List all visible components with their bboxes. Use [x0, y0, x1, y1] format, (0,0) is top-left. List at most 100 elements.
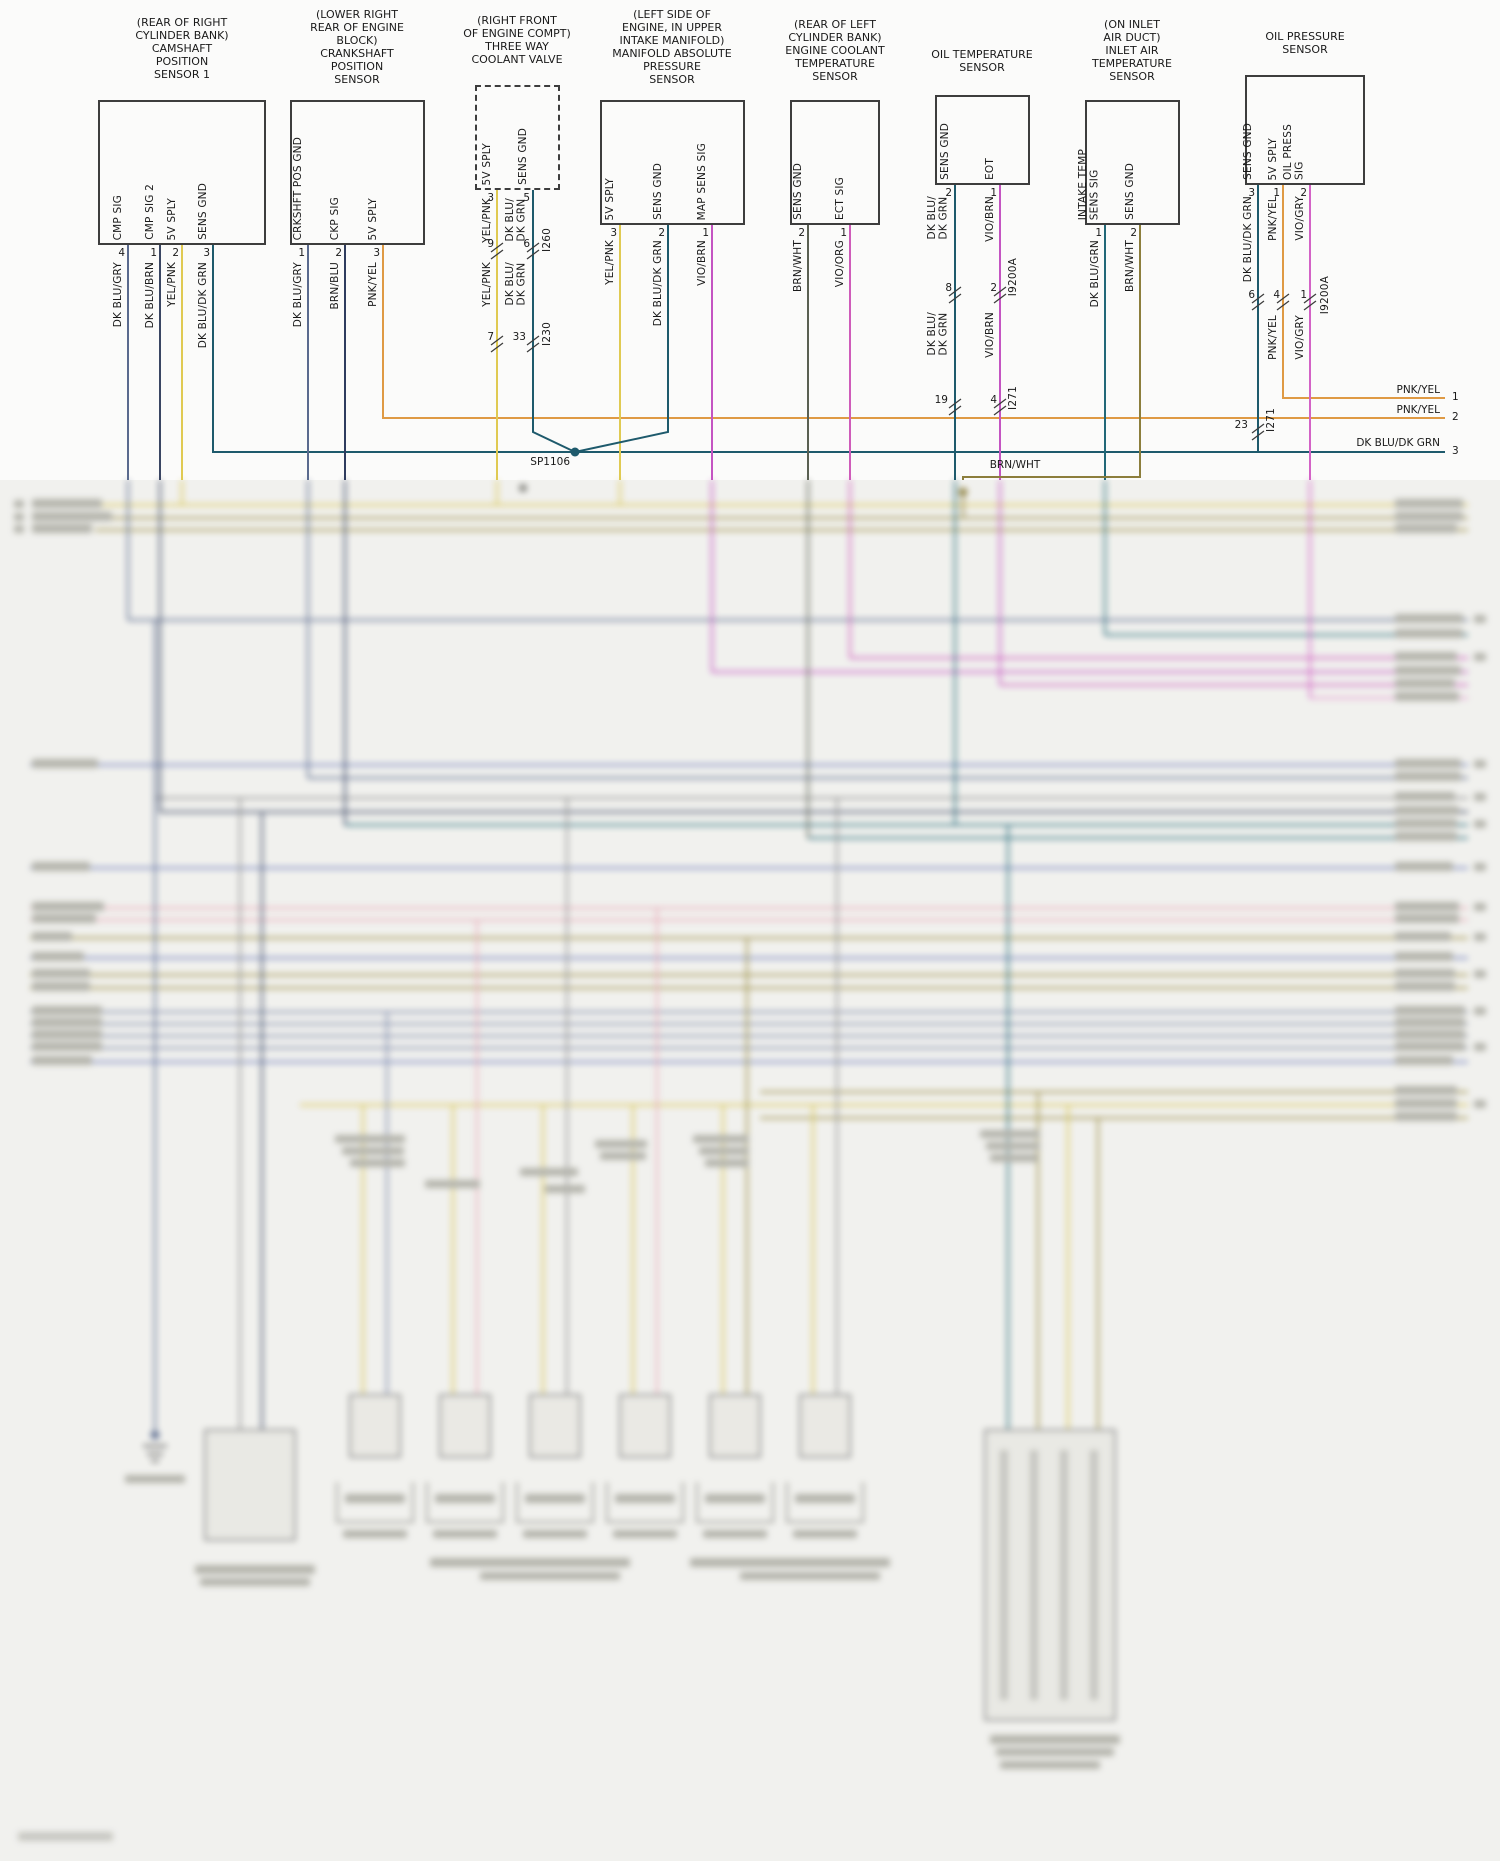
- wire-iat-gnd: [962, 225, 1141, 480]
- i9200a-op-pin-2: 1: [1300, 289, 1307, 301]
- oilpress-wirecolor-1b: PNK/YEL: [1267, 315, 1279, 360]
- iat-signal-1: SENS GND: [1124, 163, 1136, 220]
- splice-sp1106-label: SP1106: [530, 456, 570, 468]
- i260-pin-0: 9: [487, 238, 494, 250]
- oiltemp-wirecolor-0b: DK BLU/ DK GRN: [926, 312, 950, 356]
- oiltemp-wirecolor-0: DK BLU/ DK GRN: [926, 196, 950, 240]
- offpage-row-3: 3: [1452, 445, 1459, 457]
- connector-i9200a-op-label: I9200A: [1319, 276, 1331, 315]
- iat-sensor-title: (ON INLET AIR DUCT) INLET AIR TEMPERATUR…: [1092, 18, 1172, 83]
- i9200a-ot-pin-1: 2: [990, 282, 997, 294]
- cmp-wirecolor-3: DK BLU/DK GRN: [197, 262, 209, 349]
- oilpress-signal-2: OIL PRESS SIG: [1282, 124, 1306, 180]
- coolant-valve-title: (RIGHT FRONT OF ENGINE COMPT) THREE WAY …: [463, 14, 571, 66]
- oilpress-wirecolor-2b: VIO/GRY: [1294, 315, 1306, 360]
- valve-wirecolor-0b: YEL/PNK: [481, 262, 493, 307]
- wire-valve-sens-gnd: [532, 190, 576, 453]
- cmp-signal-0: CMP SIG: [112, 194, 124, 240]
- connector-i230-label: I230: [541, 322, 553, 346]
- cmp-wirecolor-2: YEL/PNK: [166, 262, 178, 307]
- oilpress-pin-2: 2: [1300, 187, 1307, 199]
- ckp-wirecolor-2: PNK/YEL: [367, 262, 379, 307]
- map-signal-0: 5V SPLY: [604, 177, 616, 220]
- i9200a-op-pin-0: 6: [1248, 289, 1255, 301]
- valve-signal-0: 5V SPLY: [481, 142, 493, 185]
- oilpress-signal-1: 5V SPLY: [1267, 137, 1279, 180]
- oilpress-pin-1: 1: [1273, 187, 1280, 199]
- iat-wirecolor-0: DK BLU/GRN: [1089, 240, 1101, 308]
- offpage-row-2: 2: [1452, 411, 1459, 423]
- splice-sp1106-dot: [570, 447, 580, 457]
- oilpress-signal-0: SENS GND: [1242, 123, 1254, 180]
- cmp-sensor-title: (REAR OF RIGHT CYLINDER BANK) CAMSHAFT P…: [135, 16, 229, 81]
- valve-pin-0: 3: [487, 192, 494, 204]
- ect-pin-1: 1: [840, 227, 847, 239]
- map-pin-2: 1: [702, 227, 709, 239]
- oiltemp-pin-1: 1: [990, 187, 997, 199]
- iat-pin-0: 1: [1095, 227, 1102, 239]
- offpage-row-1: 1: [1452, 391, 1459, 403]
- valve-wirecolor-0: YEL/PNK: [481, 198, 493, 243]
- ckp-pin-1: 2: [335, 247, 342, 259]
- i271-ot-pin-1: 4: [990, 394, 997, 406]
- sensor-circuits-section: (REAR OF RIGHT CYLINDER BANK) CAMSHAFT P…: [0, 0, 1500, 480]
- ckp-signal-0: CRKSHFT POS GND: [292, 136, 304, 240]
- valve-pin-1: 5: [523, 192, 530, 204]
- i271-ot-pin-0: 19: [934, 394, 948, 406]
- cmp-pin-1: 1: [150, 247, 157, 259]
- offpage-label-1: PNK/YEL: [1396, 384, 1440, 396]
- valve-signal-1: SENS GND: [517, 128, 529, 185]
- blurred-bottom-components: [143, 620, 1116, 1721]
- i260-pin-1: 6: [523, 238, 530, 250]
- cmp-pin-0: 4: [118, 247, 125, 259]
- iat-pin-1: 2: [1130, 227, 1137, 239]
- ect-sensor-title: (REAR OF LEFT CYLINDER BANK) ENGINE COOL…: [785, 18, 885, 83]
- ckp-pin-2: 3: [373, 247, 380, 259]
- oilpress-wirecolor-2: VIO/GRY: [1294, 196, 1306, 241]
- oiltemp-wirecolor-1: VIO/BRN: [984, 196, 996, 242]
- map-wirecolor-2: VIO/BRN: [696, 240, 708, 286]
- iat-wirecolor-1: BRN/WHT: [1124, 240, 1136, 292]
- oiltemp-wirecolor-1b: VIO/BRN: [984, 312, 996, 358]
- ckp-sensor-title: (LOWER RIGHT REAR OF ENGINE BLOCK) CRANK…: [310, 8, 404, 86]
- offpage-label-3: DK BLU/DK GRN: [1356, 437, 1440, 449]
- offpage-label-2: PNK/YEL: [1396, 404, 1440, 416]
- ckp-signal-1: CKP SIG: [329, 196, 341, 240]
- wire-oilpress-5v: [1282, 185, 1445, 399]
- ect-pin-0: 2: [798, 227, 805, 239]
- map-sensor-box: [600, 100, 745, 225]
- i230-pin-0: 7: [487, 331, 494, 343]
- ect-wirecolor-0: BRN/WHT: [792, 240, 804, 292]
- map-signal-2: MAP SENS SIG: [696, 142, 708, 220]
- wire-sens-gnd-bus: [212, 245, 1445, 453]
- map-pin-1: 2: [658, 227, 665, 239]
- cmp-signal-2: 5V SPLY: [166, 197, 178, 240]
- cmp-wirecolor-0: DK BLU/GRY: [112, 262, 124, 328]
- ect-sensor-box: [790, 100, 880, 225]
- oilpress-pin-0: 3: [1248, 187, 1255, 199]
- valve-wirecolor-1: DK BLU/ DK GRN: [504, 198, 528, 242]
- blurred-vertical-wires: [127, 480, 1311, 838]
- i271-op-pin-0: 23: [1234, 419, 1248, 431]
- blurred-lower-diagram: [0, 480, 1500, 1861]
- ckp-wirecolor-1: BRN/BLU: [329, 262, 341, 310]
- oiltemp-sensor-box: [935, 95, 1030, 185]
- oilpress-sensor-box: [1245, 75, 1365, 185]
- coolant-valve-box: [475, 85, 560, 190]
- ect-signal-1: ECT SIG: [834, 176, 846, 220]
- brnwht-bus-label: BRN/WHT: [989, 459, 1041, 471]
- cmp-pin-2: 2: [172, 247, 179, 259]
- valve-wirecolor-1b: DK BLU/ DK GRN: [504, 262, 528, 306]
- oiltemp-sensor-title: OIL TEMPERATURE SENSOR: [931, 48, 1033, 74]
- i9200a-op-pin-1: 4: [1273, 289, 1280, 301]
- oiltemp-signal-1: EOT: [984, 158, 996, 180]
- blurred-horizontal-wires: [30, 504, 1468, 1119]
- wire-map-sens-gnd: [574, 225, 669, 453]
- map-signal-1: SENS GND: [652, 163, 664, 220]
- wire-ckp-5v-sply: [382, 245, 1445, 419]
- connector-i260-label: I260: [541, 228, 553, 252]
- cmp-wirecolor-1: DK BLU/BRN: [144, 262, 156, 329]
- oiltemp-pin-0: 2: [945, 187, 952, 199]
- cmp-sensor-box: [98, 100, 266, 245]
